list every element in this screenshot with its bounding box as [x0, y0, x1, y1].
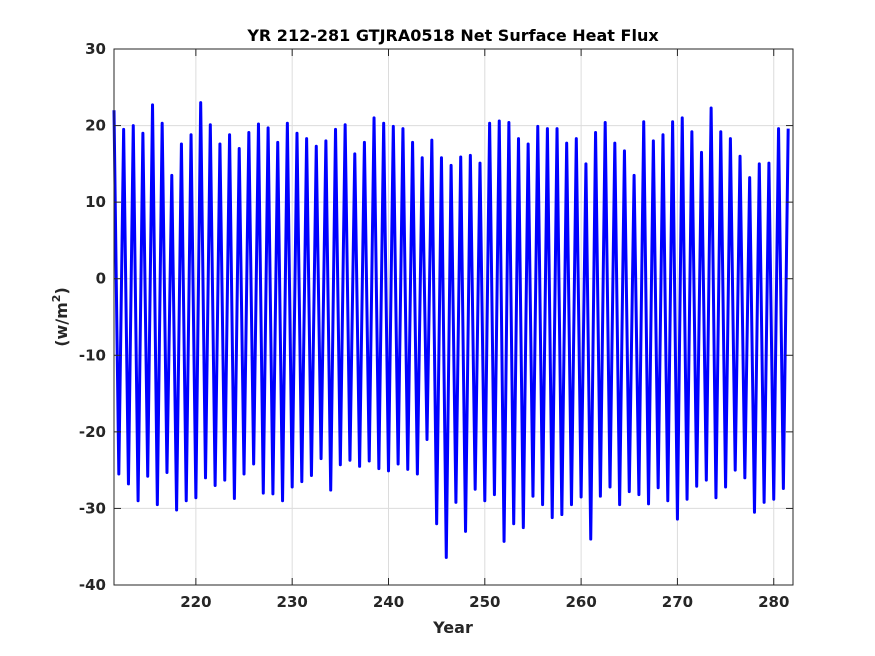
y-tick-label: 30 [85, 40, 106, 58]
series-group [112, 101, 790, 559]
y-axis-label-close: ) [52, 287, 71, 294]
x-tick-label: 250 [469, 593, 500, 611]
y-tick-label: 0 [96, 270, 106, 288]
x-tick-label: 280 [758, 593, 789, 611]
series-line [112, 101, 790, 559]
axis-ticks: 220 230 240 250 260 270 280 -40 -30 -20 -10 0 10 20 30 [79, 40, 793, 611]
y-axis-label-superscript: 2 [50, 295, 63, 303]
plot-border [113, 48, 794, 586]
x-tick-label: 240 [373, 593, 404, 611]
y-tick-label: -10 [79, 346, 106, 364]
x-tick-label: 270 [662, 593, 693, 611]
y-tick-label: -20 [79, 423, 106, 441]
y-tick-label: -30 [79, 499, 106, 517]
y-axis-label: (w/m2) [50, 287, 71, 347]
y-tick-label: -40 [79, 576, 106, 594]
y-axis-label-main: (w/m [52, 302, 71, 347]
y-tick-label: 20 [85, 117, 106, 135]
x-axis-label: Year [432, 618, 473, 637]
y-tick-label: 10 [85, 193, 106, 211]
x-tick-label: 260 [565, 593, 596, 611]
x-tick-label: 230 [277, 593, 308, 611]
chart-title: YR 212-281 GTJRA0518 Net Surface Heat Fl… [246, 26, 659, 45]
x-tick-label: 220 [180, 593, 211, 611]
